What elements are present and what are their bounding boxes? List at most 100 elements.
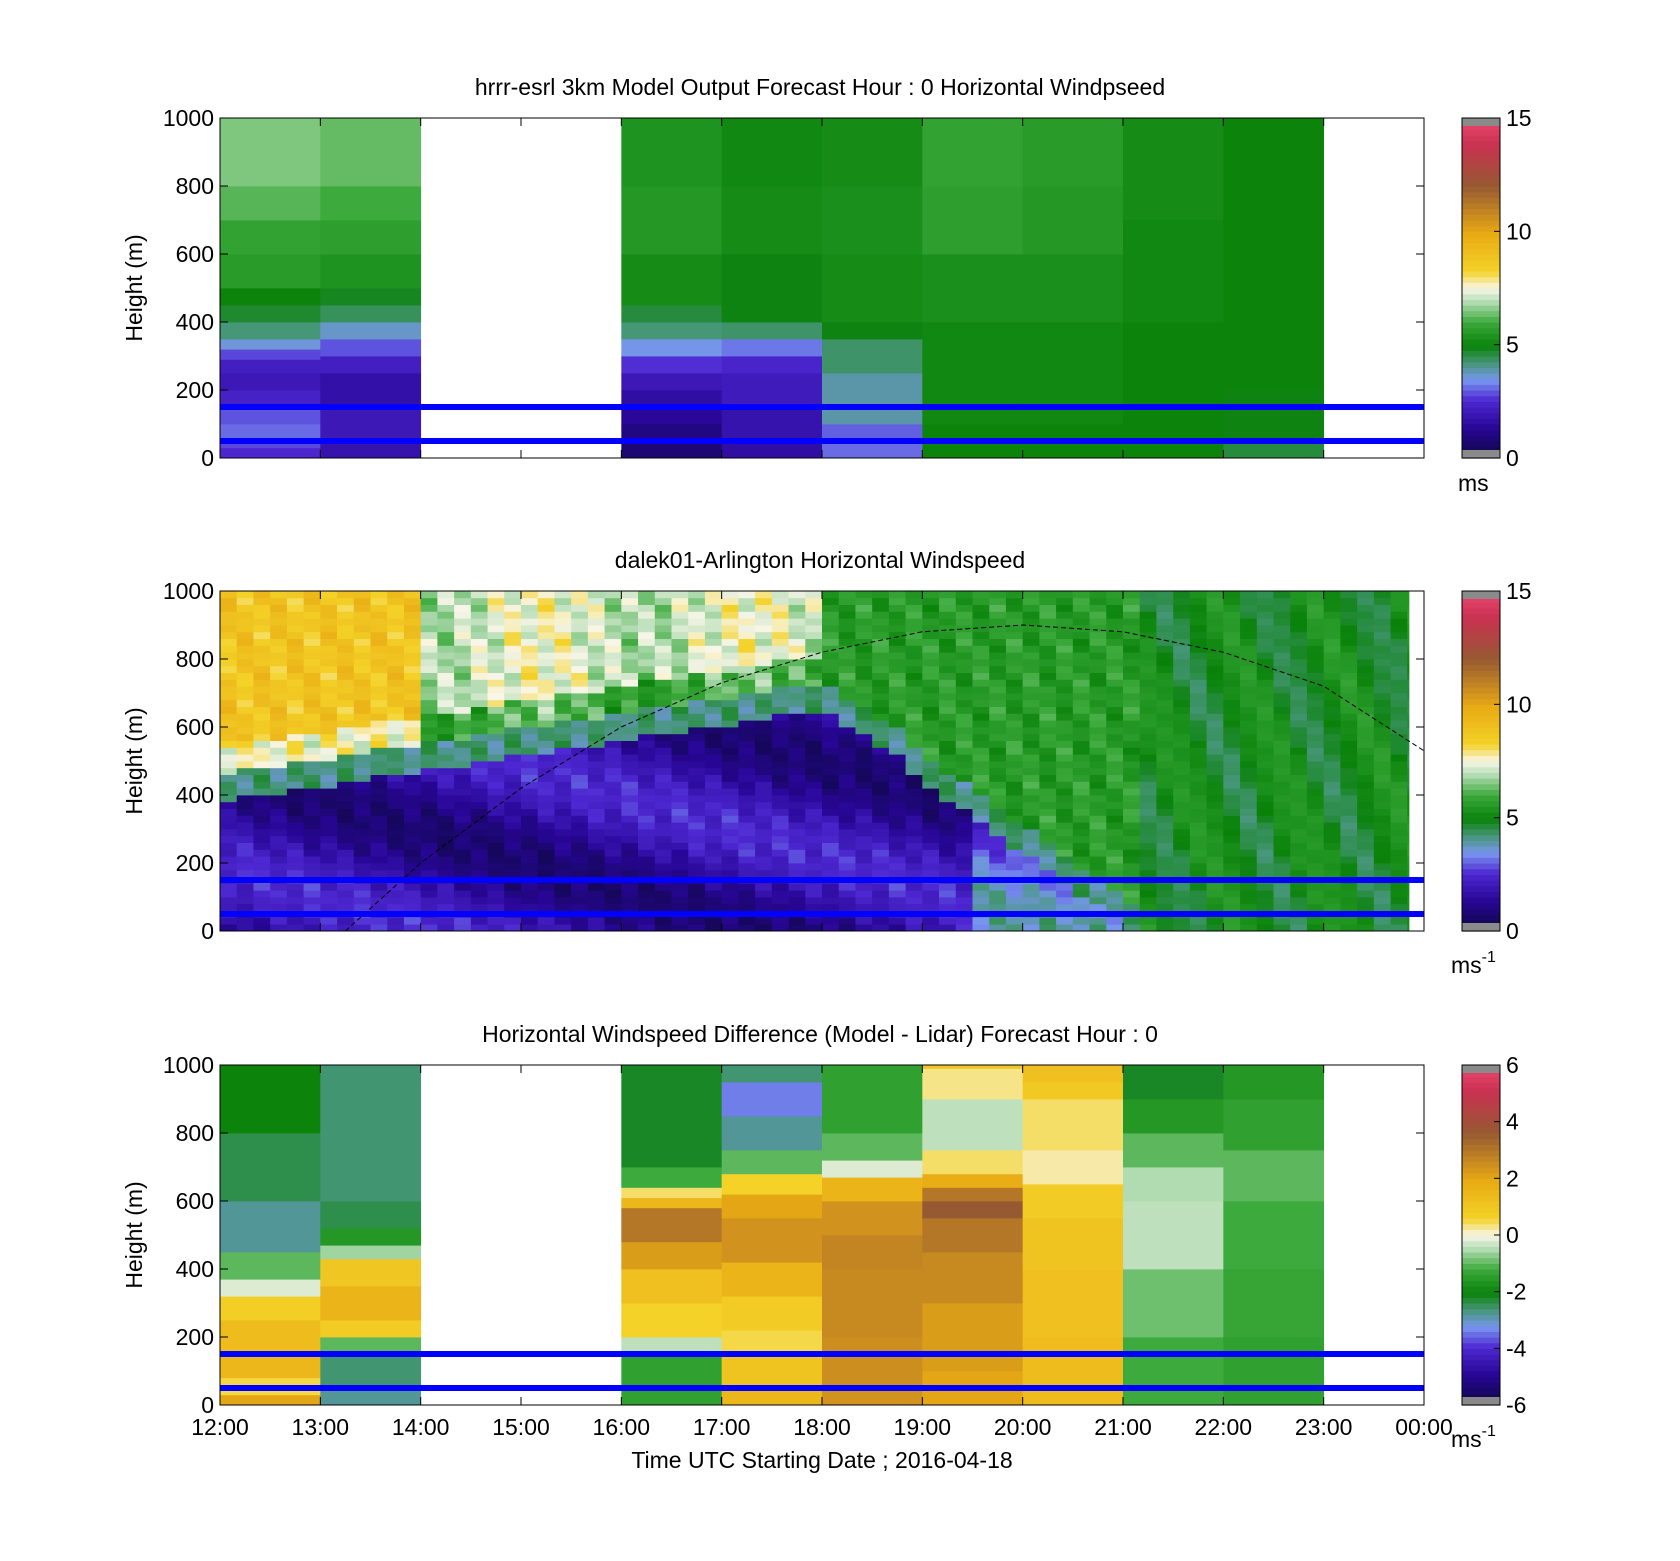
heatmap-cell	[437, 767, 455, 775]
heatmap-cell	[905, 917, 923, 925]
heatmap-cell	[1106, 849, 1124, 857]
heatmap-cell	[587, 740, 606, 748]
heatmap-cell	[470, 693, 488, 701]
heatmap-cell	[1323, 767, 1341, 775]
heatmap-cell	[755, 869, 773, 877]
heatmap-cell	[721, 356, 823, 374]
heatmap-cell	[805, 788, 823, 796]
heatmap-cell	[1106, 856, 1124, 864]
heatmap-cell	[1106, 591, 1124, 599]
colorbar-segment	[1462, 1104, 1500, 1111]
heatmap-cell	[1273, 917, 1291, 925]
heatmap-cell	[1273, 835, 1291, 843]
heatmap-cell	[470, 767, 488, 775]
heatmap-cell	[420, 761, 438, 769]
heatmap-cell	[704, 849, 723, 857]
heatmap-cell	[989, 788, 1007, 796]
heatmap-cell	[270, 618, 288, 626]
heatmap-cell	[270, 699, 288, 707]
heatmap-cell	[738, 720, 756, 728]
heatmap-cell	[888, 849, 907, 857]
heatmap-cell	[822, 863, 840, 871]
heatmap-cell	[1240, 597, 1258, 605]
heatmap-cell	[1256, 733, 1274, 741]
heatmap-cell	[671, 659, 689, 667]
heatmap-cell	[604, 822, 622, 830]
heatmap-cell	[1390, 713, 1408, 721]
heatmap-cell	[1390, 801, 1408, 809]
heatmap-cell	[1123, 835, 1141, 843]
heatmap-cell	[1056, 706, 1074, 714]
heatmap-cell	[320, 727, 338, 735]
heatmap-cell	[1407, 903, 1410, 911]
heatmap-cell	[454, 693, 472, 701]
heatmap-cell	[771, 801, 789, 809]
heatmap-cell	[1139, 917, 1157, 925]
heatmap-cell	[487, 754, 505, 762]
heatmap-cell	[1306, 856, 1325, 864]
heatmap-cell	[972, 693, 990, 701]
heatmap-cell	[220, 835, 238, 843]
heatmap-cell	[638, 720, 656, 728]
heatmap-cell	[554, 822, 572, 830]
heatmap-cell	[1206, 618, 1224, 626]
heatmap-cell	[838, 625, 856, 633]
heatmap-cell	[738, 604, 756, 612]
heatmap-cell	[286, 897, 305, 905]
heatmap-cell	[1189, 890, 1208, 898]
heatmap-cell	[521, 686, 539, 694]
heatmap-cell	[721, 788, 739, 796]
heatmap-cell	[537, 788, 555, 796]
heatmap-cell	[922, 679, 940, 687]
heatmap-cell	[704, 815, 723, 823]
heatmap-cell	[621, 659, 639, 667]
heatmap-cell	[554, 659, 572, 667]
heatmap-cell	[872, 693, 890, 701]
heatmap-cell	[822, 604, 840, 612]
heatmap-cell	[537, 686, 555, 694]
heatmap-cell	[822, 652, 840, 660]
heatmap-cell	[872, 686, 890, 694]
heatmap-cell	[370, 856, 388, 864]
heatmap-cell	[671, 917, 689, 925]
heatmap-cell	[855, 720, 873, 728]
heatmap-cell	[1206, 693, 1224, 701]
heatmap-cell	[805, 659, 823, 667]
heatmap-cell	[571, 625, 589, 633]
heatmap-cell	[1407, 591, 1410, 599]
heatmap-cell	[470, 727, 488, 735]
heatmap-cell	[838, 747, 856, 755]
heatmap-cell	[320, 659, 338, 667]
heatmap-cell	[939, 801, 957, 809]
heatmap-cell	[1156, 863, 1174, 871]
heatmap-cell	[236, 856, 254, 864]
heatmap-cell	[403, 652, 422, 660]
heatmap-cell	[1340, 788, 1358, 796]
heatmap-cell	[1106, 625, 1124, 633]
heatmap-cell	[236, 849, 254, 857]
heatmap-cell	[855, 597, 873, 605]
heatmap-cell	[1357, 591, 1375, 599]
heatmap-cell	[487, 890, 505, 898]
heatmap-cell	[939, 774, 957, 782]
heatmap-cell	[1323, 713, 1341, 721]
colorbar-segment	[1462, 344, 1500, 351]
heatmap-cell	[1005, 849, 1024, 857]
heatmap-cell	[1039, 625, 1057, 633]
heatmap-cell	[303, 597, 321, 605]
heatmap-cell	[537, 652, 555, 660]
heatmap-cell	[1240, 727, 1258, 735]
heatmap-cell	[236, 835, 254, 843]
heatmap-cell	[1072, 747, 1090, 755]
heatmap-cell	[320, 645, 338, 653]
heatmap-cell	[671, 767, 689, 775]
heatmap-cell	[704, 611, 723, 619]
heatmap-cell	[1022, 903, 1040, 911]
colorbar-segment	[1462, 1274, 1500, 1281]
heatmap-cell	[822, 897, 840, 905]
heatmap-cell	[537, 829, 555, 837]
heatmap-cell	[286, 693, 305, 701]
colorbar-segment	[1462, 755, 1500, 762]
heatmap-cell	[1173, 638, 1191, 646]
heatmap-cell	[922, 686, 940, 694]
